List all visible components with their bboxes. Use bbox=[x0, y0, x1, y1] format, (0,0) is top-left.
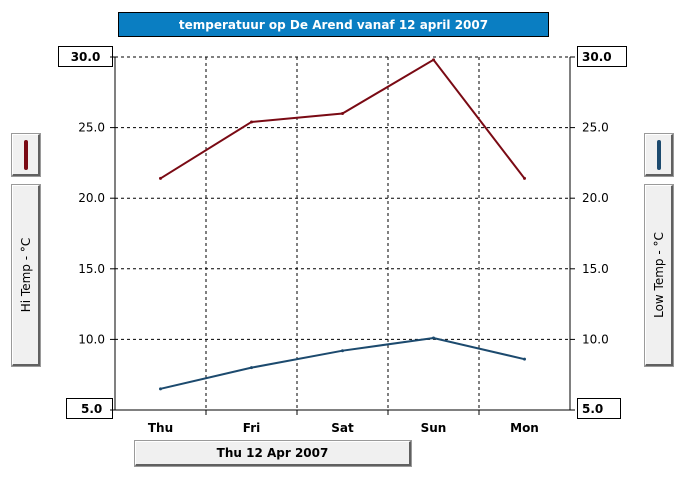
low-temp-legend-swatch bbox=[656, 139, 661, 170]
low-temp-point bbox=[159, 387, 162, 391]
chart-title: temperatuur op De Arend vanaf 12 april 2… bbox=[118, 12, 549, 37]
left-axis-max-box[interactable]: 30.0 bbox=[58, 46, 113, 67]
y-tick-label-left: 10.0 bbox=[78, 332, 105, 346]
low-temp-axis-label-panel[interactable]: Low Temp - °C bbox=[644, 184, 674, 367]
hi-temp-point bbox=[341, 111, 344, 115]
y-tick-label-right: 20.0 bbox=[582, 191, 609, 205]
date-label-button[interactable]: Thu 12 Apr 2007 bbox=[134, 440, 412, 467]
x-category-label: Sat bbox=[331, 421, 354, 435]
x-category-label: Thu bbox=[148, 421, 173, 435]
x-category-label: Sun bbox=[421, 421, 447, 435]
right-axis-min-box[interactable]: 5.0 bbox=[577, 398, 621, 419]
y-tick-label-left: 20.0 bbox=[78, 191, 105, 205]
hi-temp-series-line bbox=[159, 58, 526, 180]
hi-temp-point bbox=[159, 176, 162, 180]
low-temp-point bbox=[250, 366, 253, 370]
y-tick-label-left: 25.0 bbox=[78, 121, 105, 135]
hi-temp-axis-label-panel[interactable]: Hi Temp - °C bbox=[11, 184, 41, 367]
hi-temp-point bbox=[250, 120, 253, 124]
x-category-label: Fri bbox=[243, 421, 260, 435]
y-tick-label-right: 15.0 bbox=[582, 262, 609, 276]
left-axis-min-box[interactable]: 5.0 bbox=[66, 398, 113, 419]
hi-temp-legend-button[interactable] bbox=[11, 133, 41, 177]
y-tick-label-left: 15.0 bbox=[78, 262, 105, 276]
y-tick-label-right: 10.0 bbox=[582, 332, 609, 346]
hi-temp-legend-swatch bbox=[23, 139, 28, 170]
x-category-label: Mon bbox=[510, 421, 539, 435]
low-temp-point bbox=[432, 336, 435, 340]
hi-temp-point bbox=[523, 176, 526, 180]
low-temp-point bbox=[523, 357, 526, 361]
low-temp-point bbox=[341, 349, 344, 353]
low-temp-series-line bbox=[160, 336, 525, 390]
right-axis-max-box[interactable]: 30.0 bbox=[577, 46, 627, 67]
y-tick-label-right: 25.0 bbox=[582, 121, 609, 135]
low-temp-legend-button[interactable] bbox=[644, 133, 674, 177]
hi-temp-point bbox=[432, 58, 435, 62]
